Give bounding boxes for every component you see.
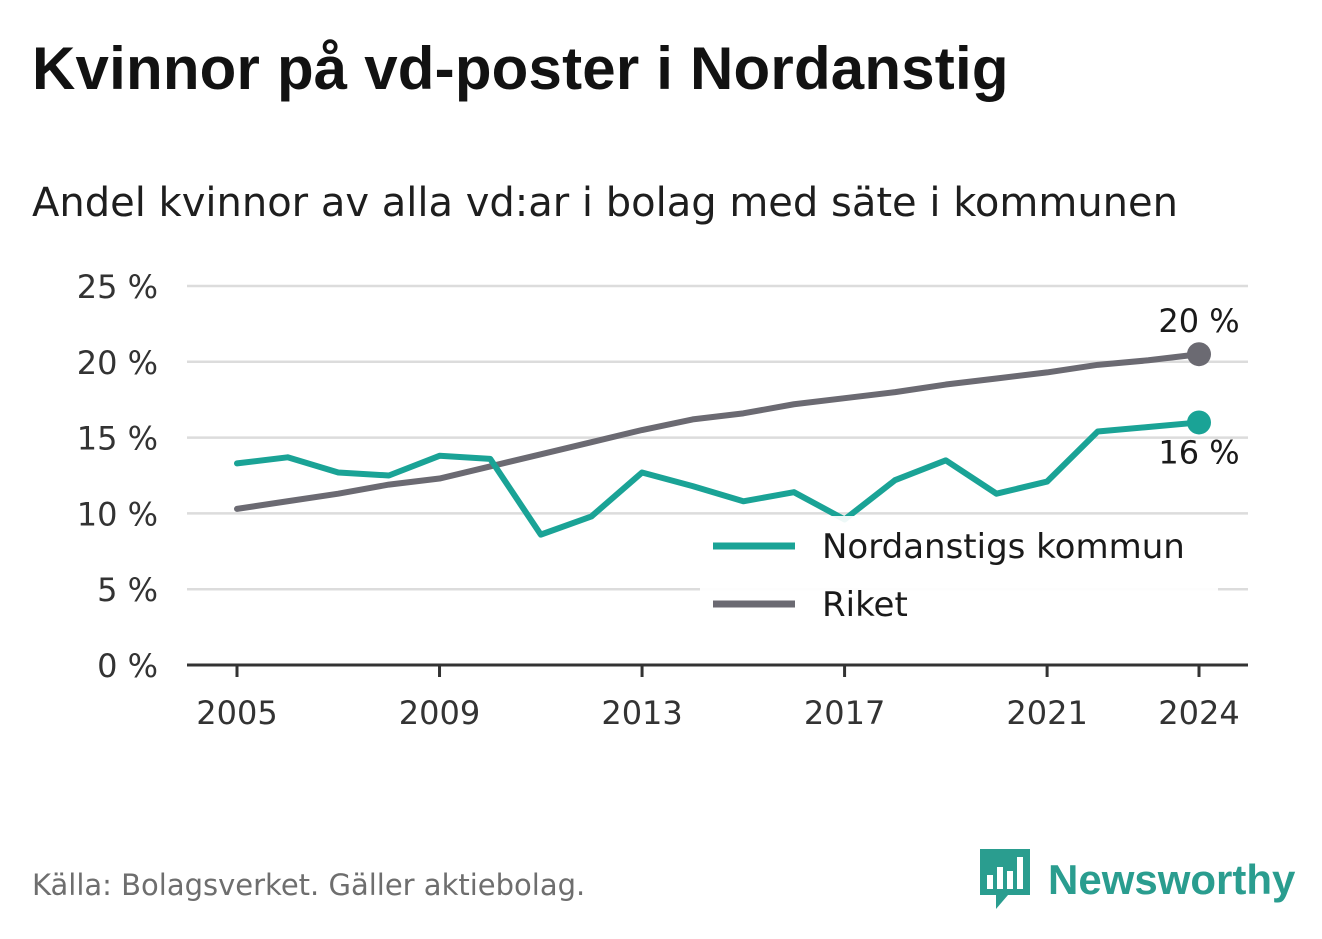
x-tick-label: 2009 — [399, 694, 480, 732]
x-tick-label: 2017 — [804, 694, 885, 732]
newsworthy-logo-icon — [980, 849, 1030, 909]
chart-subtitle: Andel kvinnor av alla vd:ar i bolag med … — [32, 180, 1178, 226]
source-note: Källa: Bolagsverket. Gäller aktiebolag. — [32, 868, 586, 902]
x-tick-label: 2005 — [196, 694, 277, 732]
y-tick-label: 5 % — [97, 571, 158, 609]
end-point-marker — [1187, 342, 1211, 367]
legend-label: Riket — [822, 585, 908, 625]
end-value-label: 16 % — [1158, 433, 1239, 471]
x-tick-label: 2013 — [601, 694, 682, 732]
y-tick-label: 15 % — [77, 420, 158, 458]
y-tick-label: 0 % — [97, 647, 158, 685]
newsworthy-brand[interactable]: Newsworthy — [980, 848, 1295, 912]
x-axis: 2005 2009 2013 2017 2021 2024 — [187, 663, 1248, 732]
legend-box — [700, 516, 1218, 632]
series-line-nordanstigs-kommun — [234, 419, 1202, 538]
legend: Nordanstigs kommun Riket — [700, 516, 1218, 632]
end-labels: 16 % 20 % — [1158, 302, 1239, 471]
end-point-marker — [1187, 410, 1211, 435]
chart-title: Kvinnor på vd-poster i Nordanstig — [32, 35, 1009, 102]
y-axis-tick-labels: 0 % 5 % 10 % 15 % 20 % 25 % — [77, 268, 158, 685]
x-tick-label: 2024 — [1158, 694, 1239, 732]
series-line-riket — [234, 351, 1202, 512]
y-tick-label: 25 % — [77, 268, 158, 306]
x-tick-label: 2021 — [1006, 694, 1087, 732]
y-tick-label: 20 % — [77, 344, 158, 382]
series-lines — [234, 351, 1202, 538]
brand-name: Newsworthy — [1048, 856, 1296, 903]
legend-label: Nordanstigs kommun — [822, 527, 1185, 567]
y-tick-label: 10 % — [77, 495, 158, 533]
end-value-label: 20 % — [1158, 302, 1239, 340]
